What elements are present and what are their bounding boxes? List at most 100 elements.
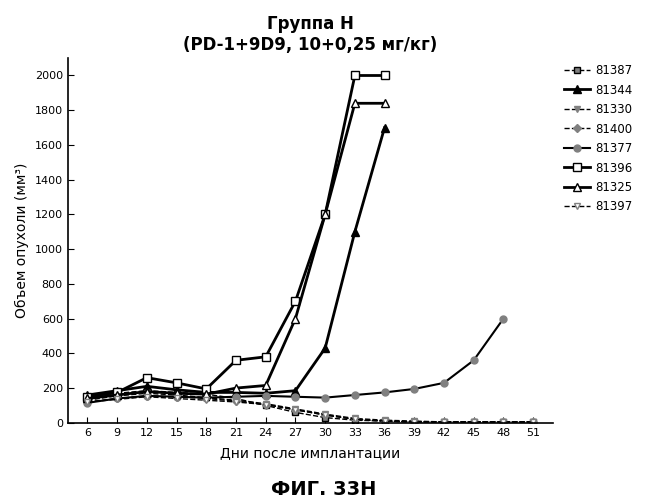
81330 — [292, 406, 299, 412]
81387 — [143, 388, 151, 394]
81396 — [292, 298, 299, 304]
81387 — [470, 419, 478, 425]
81325 — [143, 388, 151, 394]
81400 — [410, 419, 418, 425]
81330 — [470, 419, 478, 425]
81397 — [470, 419, 478, 425]
81396 — [202, 386, 210, 392]
81400 — [173, 394, 181, 400]
Line: 81377: 81377 — [84, 315, 507, 406]
81330 — [529, 419, 537, 425]
81400 — [529, 419, 537, 425]
81400 — [232, 398, 240, 404]
81325 — [232, 385, 240, 391]
81344 — [262, 390, 270, 396]
81387 — [173, 390, 181, 396]
81330 — [440, 419, 448, 425]
81377 — [380, 390, 388, 396]
81330 — [351, 416, 359, 422]
81330 — [202, 394, 210, 400]
81387 — [292, 410, 299, 416]
81400 — [113, 396, 121, 402]
81344 — [380, 124, 388, 130]
81325 — [292, 316, 299, 322]
81377 — [500, 316, 507, 322]
81397 — [321, 412, 329, 418]
81397 — [380, 418, 388, 424]
81396 — [173, 380, 181, 386]
81387 — [232, 396, 240, 402]
81400 — [262, 402, 270, 407]
81397 — [143, 394, 151, 400]
81397 — [113, 396, 121, 402]
81387 — [113, 390, 121, 396]
81377 — [202, 394, 210, 400]
Line: 81400: 81400 — [85, 393, 536, 424]
81344 — [143, 384, 151, 390]
81330 — [84, 397, 91, 403]
81325 — [262, 382, 270, 388]
Line: 81397: 81397 — [84, 394, 537, 426]
81377 — [173, 394, 181, 400]
81330 — [113, 393, 121, 399]
81397 — [440, 419, 448, 425]
81397 — [232, 399, 240, 405]
81400 — [202, 396, 210, 402]
81330 — [500, 419, 507, 425]
81387 — [351, 417, 359, 423]
81400 — [351, 416, 359, 422]
81387 — [262, 402, 270, 408]
81377 — [232, 394, 240, 400]
81396 — [380, 72, 388, 78]
81377 — [351, 392, 359, 398]
Line: 81344: 81344 — [84, 124, 389, 399]
81377 — [410, 386, 418, 392]
81396 — [143, 374, 151, 380]
81387 — [500, 419, 507, 425]
81377 — [321, 394, 329, 400]
81396 — [321, 212, 329, 218]
Line: 81330: 81330 — [84, 390, 537, 426]
81397 — [292, 407, 299, 413]
81400 — [321, 412, 329, 418]
81344 — [232, 390, 240, 396]
81325 — [173, 390, 181, 396]
Legend: 81387, 81344, 81330, 81400, 81377, 81396, 81325, 81397: 81387, 81344, 81330, 81400, 81377, 81396… — [564, 64, 633, 214]
81397 — [84, 399, 91, 405]
Text: ФИГ. 33Н: ФИГ. 33Н — [272, 480, 376, 499]
81397 — [529, 419, 537, 425]
81387 — [410, 419, 418, 425]
81330 — [143, 390, 151, 396]
81330 — [232, 397, 240, 403]
81377 — [84, 400, 91, 406]
81396 — [113, 390, 121, 396]
Line: 81387: 81387 — [84, 387, 537, 426]
81387 — [380, 418, 388, 424]
Title: Группа Н
(PD-1+9D9, 10+0,25 мг/кг): Группа Н (PD-1+9D9, 10+0,25 мг/кг) — [183, 15, 437, 54]
81396 — [351, 72, 359, 78]
81387 — [84, 394, 91, 400]
81377 — [143, 393, 151, 399]
81325 — [351, 100, 359, 106]
81397 — [410, 419, 418, 425]
81325 — [84, 396, 91, 402]
81330 — [410, 418, 418, 424]
81396 — [232, 358, 240, 364]
81396 — [262, 354, 270, 360]
81397 — [351, 416, 359, 422]
81400 — [500, 419, 507, 425]
81344 — [113, 388, 121, 394]
81325 — [202, 391, 210, 397]
81325 — [380, 100, 388, 106]
81400 — [292, 407, 299, 413]
81325 — [321, 212, 329, 218]
81344 — [202, 390, 210, 396]
81397 — [262, 402, 270, 407]
81330 — [380, 417, 388, 423]
81330 — [262, 400, 270, 406]
81396 — [84, 394, 91, 400]
81397 — [500, 419, 507, 425]
81377 — [113, 396, 121, 402]
81377 — [292, 394, 299, 400]
81387 — [440, 419, 448, 425]
